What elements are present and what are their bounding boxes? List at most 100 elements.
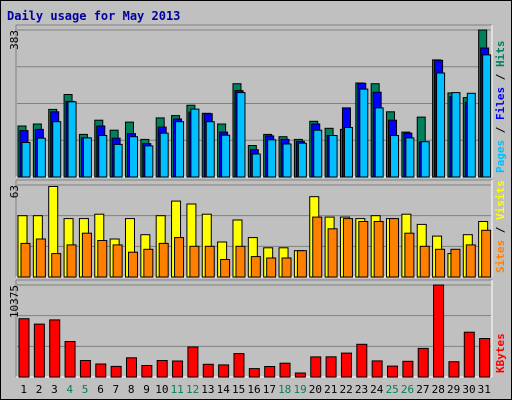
- x-tick-label-day-25: 25: [386, 383, 399, 396]
- bar-pages-day-21: [328, 135, 338, 178]
- bar-sites-day-23: [358, 221, 369, 278]
- bar-pages-day-1: [21, 142, 31, 178]
- bar-pages-day-9: [144, 145, 154, 178]
- x-tick-label-day-23: 23: [355, 383, 368, 396]
- x-tick-label-day-17: 17: [263, 383, 276, 396]
- bar-sites-day-12: [189, 245, 200, 278]
- legend-part-0: KBytes: [494, 333, 507, 373]
- x-tick-label-day-8: 8: [128, 383, 135, 396]
- bar-pages-day-18: [282, 143, 292, 178]
- bar-pages-day-3: [52, 121, 62, 178]
- bar-pages-day-2: [36, 137, 46, 178]
- legend-label-visits_sites: Sites / Visits: [494, 180, 507, 273]
- bar-kbytes-day-5: [79, 360, 91, 378]
- x-tick-label-day-31: 31: [478, 383, 491, 396]
- bar-kbytes-day-10: [156, 360, 168, 378]
- bar-kbytes-day-16: [248, 368, 260, 378]
- bar-sites-day-1: [20, 242, 31, 278]
- bar-pages-day-5: [82, 137, 92, 178]
- bar-kbytes-day-22: [340, 352, 352, 378]
- bar-pages-day-22: [343, 127, 353, 178]
- x-tick-label-day-28: 28: [432, 383, 445, 396]
- bar-sites-day-9: [143, 248, 154, 278]
- x-tick-label-day-5: 5: [82, 383, 89, 396]
- bar-sites-day-18: [281, 257, 292, 278]
- legend-part-2: Files: [494, 87, 507, 120]
- bar-pages-day-7: [113, 143, 123, 178]
- x-tick-label-day-10: 10: [155, 383, 168, 396]
- bar-pages-day-19: [297, 142, 307, 178]
- bar-pages-day-12: [190, 108, 200, 178]
- legend-part-0: Pages: [494, 140, 507, 173]
- x-tick-label-day-20: 20: [309, 383, 322, 396]
- bar-sites-day-8: [127, 251, 138, 278]
- bar-kbytes-day-25: [387, 365, 399, 378]
- bar-kbytes-day-20: [310, 356, 322, 378]
- bar-pages-day-16: [251, 153, 261, 178]
- legend-part-0: Sites: [494, 240, 507, 273]
- bar-kbytes-day-6: [95, 363, 107, 378]
- legend-part-1: /: [494, 120, 507, 140]
- x-tick-label-day-1: 1: [20, 383, 27, 396]
- bar-pages-day-13: [205, 121, 215, 178]
- x-tick-label-day-30: 30: [462, 383, 475, 396]
- legend-part-3: /: [494, 67, 507, 87]
- bar-pages-day-6: [98, 135, 108, 178]
- bar-kbytes-day-17: [264, 366, 276, 378]
- x-tick-label-day-15: 15: [232, 383, 245, 396]
- bar-pages-day-23: [359, 88, 369, 178]
- bar-kbytes-day-21: [325, 356, 337, 378]
- bar-kbytes-day-11: [172, 360, 184, 378]
- x-tick-label-day-6: 6: [97, 383, 104, 396]
- bar-sites-day-2: [35, 238, 46, 278]
- bar-sites-day-27: [419, 245, 430, 278]
- x-tick-label-day-4: 4: [66, 383, 73, 396]
- bar-sites-day-6: [97, 240, 108, 278]
- bar-sites-day-26: [404, 232, 415, 278]
- bar-kbytes-day-28: [433, 284, 445, 378]
- legend-part-1: /: [494, 220, 507, 240]
- bar-sites-day-3: [51, 253, 62, 278]
- legend-part-2: Visits: [494, 180, 507, 220]
- bar-pages-day-17: [267, 139, 277, 178]
- bar-pages-day-20: [313, 129, 323, 178]
- bar-sites-day-17: [266, 257, 277, 278]
- bar-pages-day-25: [390, 135, 400, 178]
- x-tick-label-day-26: 26: [401, 383, 414, 396]
- bar-kbytes-day-29: [448, 361, 460, 378]
- bar-sites-day-15: [235, 245, 246, 278]
- bar-pages-day-15: [236, 92, 246, 178]
- bar-kbytes-day-14: [218, 364, 230, 378]
- bar-kbytes-day-24: [371, 360, 383, 378]
- x-tick-label-day-18: 18: [278, 383, 291, 396]
- bar-sites-day-7: [112, 244, 123, 278]
- bar-sites-day-20: [312, 216, 323, 278]
- bar-sites-day-24: [373, 221, 384, 278]
- max-label-hits_files_pages: 383: [8, 30, 21, 50]
- bar-pages-day-27: [420, 141, 430, 178]
- bar-kbytes-day-13: [202, 363, 214, 378]
- bar-sites-day-16: [250, 256, 261, 278]
- x-tick-label-day-27: 27: [416, 383, 429, 396]
- bar-sites-day-25: [389, 218, 400, 278]
- bar-pages-day-30: [466, 92, 476, 178]
- x-tick-label-day-24: 24: [370, 383, 384, 396]
- bar-kbytes-day-2: [33, 323, 45, 378]
- max-label-visits_sites: 63: [8, 185, 21, 198]
- bar-pages-day-31: [482, 54, 492, 178]
- x-tick-label-day-14: 14: [217, 383, 231, 396]
- x-tick-label-day-29: 29: [447, 383, 460, 396]
- bar-pages-day-24: [374, 107, 384, 178]
- x-tick-label-day-2: 2: [36, 383, 43, 396]
- bar-sites-day-10: [158, 242, 169, 278]
- bar-pages-day-28: [436, 72, 446, 178]
- bar-kbytes-day-19: [294, 372, 306, 378]
- bar-sites-day-4: [66, 244, 77, 278]
- bar-sites-day-21: [327, 228, 338, 278]
- bar-pages-day-10: [159, 132, 169, 178]
- bar-sites-day-13: [204, 245, 215, 278]
- bar-sites-day-19: [296, 250, 307, 278]
- bar-sites-day-22: [342, 218, 353, 278]
- legend-label-hits_files_pages: Pages / Files / Hits: [494, 41, 507, 174]
